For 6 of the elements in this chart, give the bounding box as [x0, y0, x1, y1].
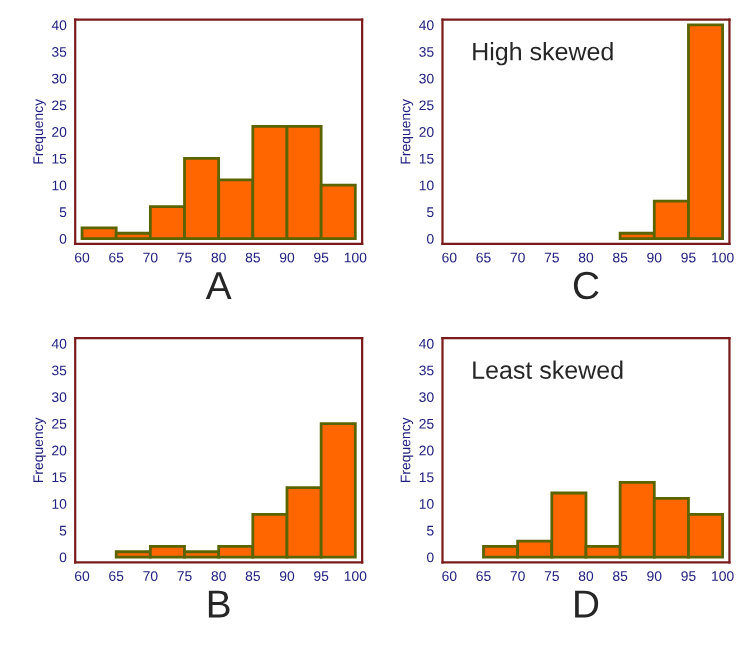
x-axis-title: B [208, 590, 230, 618]
x-axis-title: D [575, 590, 599, 618]
annotation: Least skewed [473, 360, 623, 379]
annotation: High skewed [473, 42, 613, 66]
x-axis-title: A [205, 272, 232, 299]
x-axis-title: C [573, 271, 599, 300]
